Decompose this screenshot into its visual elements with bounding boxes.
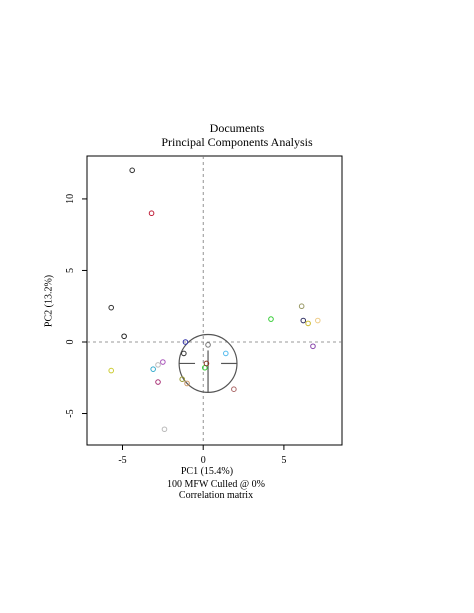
plot-frame xyxy=(86,155,343,446)
data-point xyxy=(300,317,307,324)
x-tick-label: -5 xyxy=(118,455,126,466)
data-point xyxy=(222,350,229,357)
chart-title: Documents xyxy=(209,121,265,135)
x-tick-label: 0 xyxy=(201,455,206,466)
caption-matrix: Correlation matrix xyxy=(178,490,254,501)
y-tick-label: 5 xyxy=(65,268,76,273)
x-tick-label: 5 xyxy=(281,455,286,466)
data-point xyxy=(182,339,189,345)
data-point xyxy=(121,333,127,340)
data-point xyxy=(161,426,168,433)
caption-mfw: 100 MFW Culled @ 0% xyxy=(167,479,265,490)
data-point xyxy=(129,167,135,174)
data-point xyxy=(314,317,321,324)
data-point xyxy=(150,366,156,372)
data-point xyxy=(205,342,211,348)
data-point xyxy=(268,316,274,322)
data-point xyxy=(160,359,166,365)
y-axis-label: PC2 (13.2%) xyxy=(43,274,55,328)
data-point xyxy=(108,304,115,311)
data-points xyxy=(108,167,321,433)
data-point xyxy=(155,362,161,368)
data-point xyxy=(155,379,161,385)
data-point xyxy=(181,350,187,357)
data-point xyxy=(310,343,316,350)
chart-subtitle: Principal Components Analysis xyxy=(161,135,313,149)
data-point xyxy=(305,320,311,327)
y-tick-label: 10 xyxy=(65,194,76,204)
plot-axes: -5 0 5 -5 0 5 10 xyxy=(65,155,343,466)
data-point xyxy=(298,303,305,310)
data-point xyxy=(108,367,115,374)
data-point xyxy=(203,360,210,367)
y-tick-label: -5 xyxy=(65,409,76,417)
data-point xyxy=(184,380,190,387)
data-point xyxy=(179,376,186,382)
y-tick-label: 0 xyxy=(65,339,76,344)
x-axis-label: PC1 (15.4%) xyxy=(180,466,234,477)
data-point xyxy=(231,386,237,393)
data-point xyxy=(148,210,155,217)
